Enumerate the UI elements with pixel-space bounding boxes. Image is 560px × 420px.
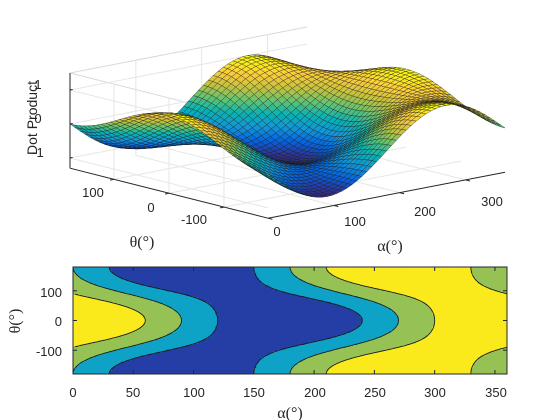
- alpha-tick-label: 100: [344, 214, 366, 229]
- theta-tick: [164, 192, 170, 195]
- surface-z-axis-label: Dot Product: [24, 81, 40, 155]
- theta-tick-label: 0: [147, 200, 154, 215]
- theta-tick: [219, 206, 225, 209]
- alpha-tick-label: 200: [414, 204, 436, 219]
- z-tick: [69, 156, 73, 159]
- surface-alpha-axis-label: α(°): [377, 238, 402, 255]
- alpha-tick: [333, 204, 339, 208]
- surface-patch: [495, 123, 506, 129]
- theta-tick-label: -100: [181, 212, 207, 227]
- alpha-tick: [399, 192, 405, 195]
- contour-fill: [73, 267, 508, 375]
- alpha-tick: [267, 217, 273, 220]
- z-tick: [69, 122, 73, 125]
- alpha-tick: [465, 179, 471, 182]
- surface-mesh: [69, 54, 506, 198]
- z-tick: [69, 88, 73, 91]
- grid-line: [135, 154, 334, 206]
- grid-line: [69, 43, 308, 91]
- alpha-tick-label: 300: [481, 194, 503, 209]
- theta-tick: [109, 178, 115, 181]
- surface-theta-axis-label: θ(°): [130, 234, 155, 251]
- alpha-tick-label: 0: [273, 224, 280, 239]
- grid-line: [69, 157, 269, 209]
- theta-tick-label: 100: [82, 185, 104, 200]
